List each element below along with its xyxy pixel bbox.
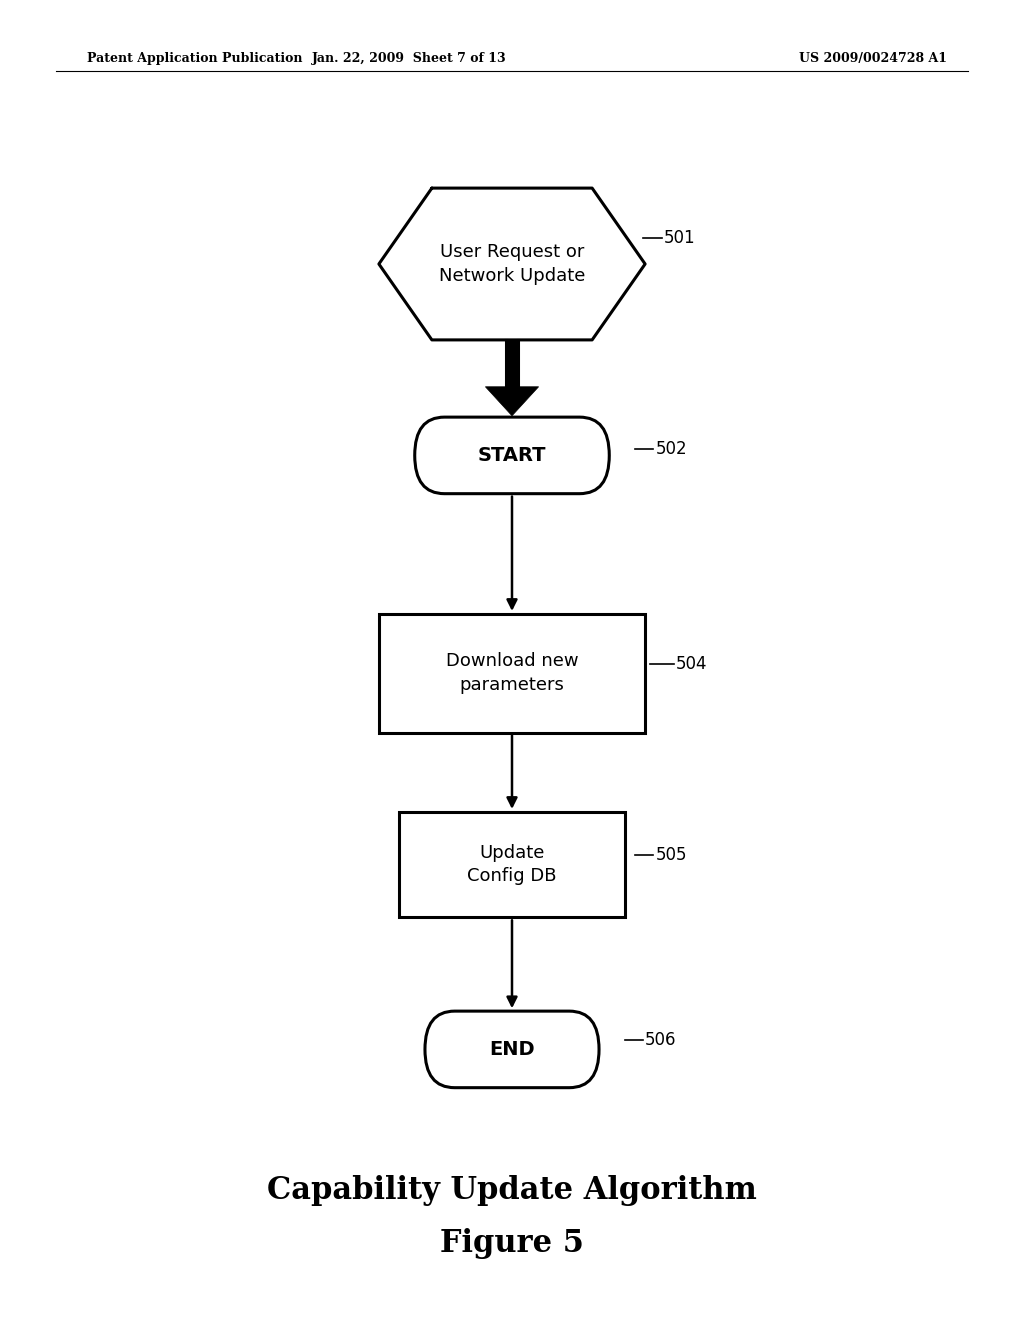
Text: 502: 502 — [655, 440, 687, 458]
Bar — [379, 614, 645, 733]
Bar — [399, 812, 625, 917]
FancyBboxPatch shape — [415, 417, 609, 494]
Polygon shape — [485, 387, 539, 416]
Polygon shape — [506, 339, 518, 387]
Text: US 2009/0024728 A1: US 2009/0024728 A1 — [799, 51, 947, 65]
Text: START: START — [478, 446, 546, 465]
Text: Download new
parameters: Download new parameters — [445, 652, 579, 694]
Text: Update
Config DB: Update Config DB — [467, 843, 557, 886]
Text: User Request or
Network Update: User Request or Network Update — [439, 243, 585, 285]
Text: 501: 501 — [664, 228, 695, 247]
Text: END: END — [489, 1040, 535, 1059]
Text: Capability Update Algorithm: Capability Update Algorithm — [267, 1175, 757, 1206]
Text: Jan. 22, 2009  Sheet 7 of 13: Jan. 22, 2009 Sheet 7 of 13 — [312, 51, 507, 65]
Text: Patent Application Publication: Patent Application Publication — [87, 51, 302, 65]
Text: 506: 506 — [645, 1031, 677, 1049]
FancyBboxPatch shape — [425, 1011, 599, 1088]
Text: 505: 505 — [655, 846, 687, 865]
Text: 504: 504 — [676, 655, 708, 673]
Text: Figure 5: Figure 5 — [440, 1228, 584, 1259]
